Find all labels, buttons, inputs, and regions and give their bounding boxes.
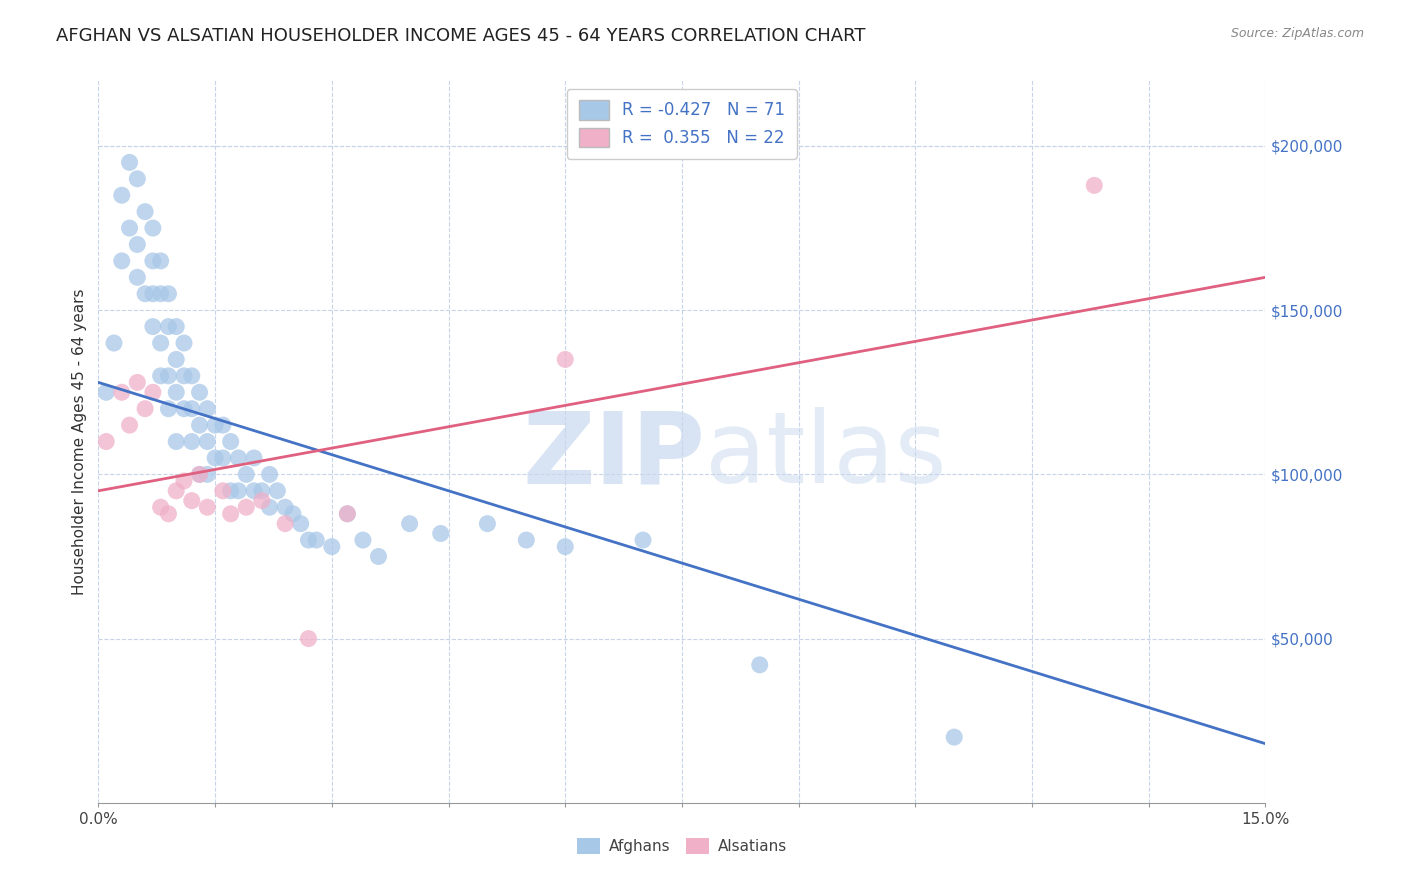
Point (180, 401, 202, 416)
Point (180, 493, 202, 508)
Point (180, 434, 202, 449)
Point (149, 500, 172, 515)
Point (127, 237, 149, 252)
Point (149, 286, 172, 301)
Point (173, 474, 195, 488)
Point (266, 483, 288, 498)
Point (554, 540, 576, 554)
Point (165, 319, 187, 334)
Point (297, 533, 319, 547)
Point (235, 500, 257, 515)
Point (142, 286, 165, 301)
Point (111, 253, 134, 268)
Point (352, 533, 374, 547)
Point (212, 483, 235, 498)
Point (188, 385, 211, 400)
Point (336, 507, 359, 521)
Point (134, 204, 156, 219)
Point (157, 286, 180, 301)
Point (149, 368, 172, 383)
Point (134, 401, 156, 416)
Point (943, 730, 966, 744)
Point (235, 467, 257, 482)
Point (188, 467, 211, 482)
Point (305, 533, 328, 547)
Point (477, 516, 499, 531)
Point (188, 418, 211, 433)
Point (165, 483, 187, 498)
Point (554, 352, 576, 367)
Point (157, 368, 180, 383)
Point (297, 632, 319, 646)
Point (429, 526, 451, 541)
Point (195, 434, 218, 449)
Point (118, 418, 141, 433)
Point (321, 540, 343, 554)
Legend: Afghans, Alsatians: Afghans, Alsatians (571, 832, 793, 860)
Point (103, 336, 125, 351)
Point (127, 376, 149, 390)
Point (274, 516, 297, 531)
Point (367, 549, 389, 564)
Point (212, 418, 235, 433)
Point (173, 401, 195, 416)
Point (748, 657, 770, 672)
Point (96, 385, 118, 400)
Point (111, 188, 134, 202)
Point (173, 368, 195, 383)
Point (259, 500, 281, 515)
Point (281, 507, 304, 521)
Point (398, 516, 420, 531)
Point (228, 450, 250, 465)
Point (173, 336, 195, 351)
Point (149, 253, 172, 268)
Point (1083, 178, 1105, 193)
Point (180, 368, 202, 383)
Point (204, 450, 226, 465)
Point (157, 319, 180, 334)
Point (149, 336, 172, 351)
Point (195, 500, 218, 515)
Point (142, 319, 165, 334)
Text: ZIP: ZIP (523, 408, 706, 505)
Point (212, 450, 235, 465)
Point (165, 434, 187, 449)
Point (243, 483, 266, 498)
Point (228, 483, 250, 498)
Point (142, 253, 165, 268)
Point (127, 270, 149, 285)
Point (515, 533, 537, 547)
Point (219, 507, 242, 521)
Point (243, 450, 266, 465)
Point (219, 434, 242, 449)
Text: Source: ZipAtlas.com: Source: ZipAtlas.com (1230, 27, 1364, 40)
Point (96, 434, 118, 449)
Point (157, 507, 180, 521)
Point (336, 507, 359, 521)
Point (290, 516, 312, 531)
Y-axis label: Householder Income Ages 45 - 64 years: Householder Income Ages 45 - 64 years (72, 288, 87, 595)
Point (118, 155, 141, 169)
Point (188, 467, 211, 482)
Point (195, 401, 218, 416)
Point (250, 493, 273, 508)
Point (111, 385, 134, 400)
Point (157, 401, 180, 416)
Point (118, 221, 141, 235)
Point (134, 286, 156, 301)
Point (204, 418, 226, 433)
Point (274, 500, 297, 515)
Point (259, 467, 281, 482)
Point (165, 385, 187, 400)
Point (250, 483, 273, 498)
Point (142, 221, 165, 235)
Point (195, 467, 218, 482)
Point (142, 385, 165, 400)
Point (219, 483, 242, 498)
Point (127, 171, 149, 186)
Text: AFGHAN VS ALSATIAN HOUSEHOLDER INCOME AGES 45 - 64 YEARS CORRELATION CHART: AFGHAN VS ALSATIAN HOUSEHOLDER INCOME AG… (56, 27, 866, 45)
Point (165, 352, 187, 367)
Point (631, 533, 654, 547)
Text: atlas: atlas (706, 408, 946, 505)
